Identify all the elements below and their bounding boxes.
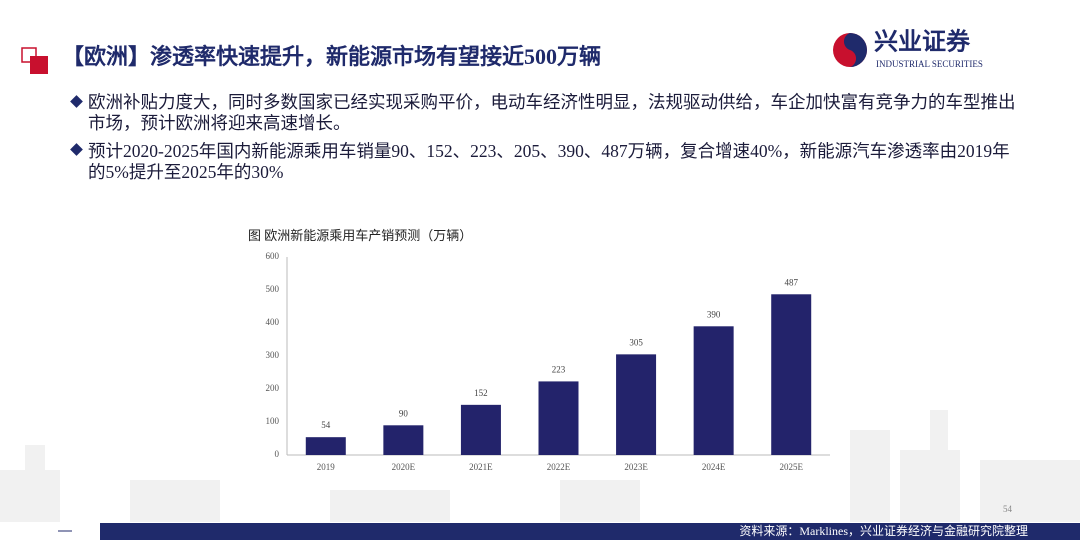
logo-subtitle: INDUSTRIAL SECURITIES	[876, 59, 983, 69]
bar	[693, 326, 734, 455]
bar	[771, 294, 812, 455]
data-label: 305	[629, 337, 643, 347]
x-tick-label: 2019	[317, 462, 336, 472]
data-label: 90	[399, 408, 409, 418]
title-icon	[30, 56, 48, 74]
bullet-icon	[70, 95, 83, 108]
chart-title: 图 欧洲新能源乘用车产销预测（万辆）	[248, 228, 472, 243]
source: 资料来源：Marklines，兴业证券经济与金融研究院整理	[739, 523, 1028, 538]
x-tick-label: 2024E	[702, 462, 726, 472]
y-tick-label: 300	[266, 350, 280, 360]
y-tick-label: 100	[266, 416, 280, 426]
bullet-text: 欧洲补贴力度大，同时多数国家已经实现采购平价，电动车经济性明显，法规驱动供给，车…	[88, 92, 1016, 133]
x-tick-label: 2022E	[547, 462, 571, 472]
skyline	[0, 410, 1080, 522]
data-label: 487	[784, 277, 798, 287]
logo-name: 兴业证券	[874, 28, 971, 56]
y-tick-label: 400	[266, 317, 280, 327]
data-label: 152	[474, 388, 488, 398]
y-tick-label: 500	[266, 284, 280, 294]
y-tick-label: 0	[275, 449, 280, 459]
data-label: 54	[321, 420, 331, 430]
x-tick-label: 2021E	[469, 462, 493, 472]
x-tick-label: 2023E	[624, 462, 648, 472]
footer-bar	[100, 523, 1080, 540]
bullet-text: 预计2020-2025年国内新能源乘用车销量90、152、223、205、390…	[88, 141, 1010, 182]
bar	[460, 404, 501, 455]
bar	[616, 354, 657, 455]
logo-mark	[843, 33, 867, 67]
bullet-icon	[70, 143, 83, 156]
data-label: 223	[552, 364, 566, 374]
slide-title: 【欧洲】渗透率快速提升，新能源市场有望接近500万辆	[62, 44, 601, 69]
data-label: 390	[707, 309, 721, 319]
page-number: 54	[1003, 504, 1013, 514]
bar	[305, 437, 346, 455]
y-tick-label: 600	[266, 251, 280, 261]
x-tick-label: 2025E	[779, 462, 803, 472]
title-icon	[21, 47, 37, 63]
x-tick-label: 2020E	[392, 462, 416, 472]
bar	[538, 381, 579, 455]
bar	[383, 425, 424, 455]
y-tick-label: 200	[266, 383, 280, 393]
